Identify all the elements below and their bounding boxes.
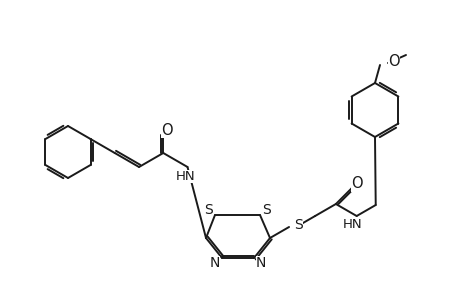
- Text: S: S: [204, 203, 213, 217]
- Text: N: N: [209, 256, 220, 270]
- Text: O: O: [350, 176, 362, 191]
- Text: O: O: [387, 53, 399, 68]
- Text: HN: HN: [175, 169, 195, 182]
- Text: S: S: [293, 218, 302, 232]
- Text: S: S: [262, 203, 271, 217]
- Text: O: O: [161, 122, 173, 137]
- Text: HN: HN: [342, 218, 362, 232]
- Text: N: N: [255, 256, 266, 270]
